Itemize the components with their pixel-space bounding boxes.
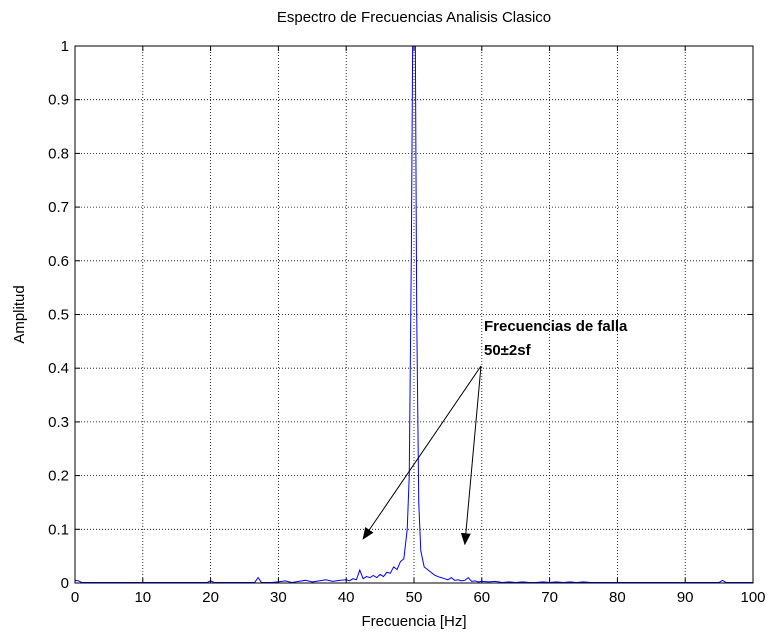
x-tick-label: 50 [406, 589, 423, 606]
y-tick-label: 0.4 [48, 360, 69, 377]
y-tick-labels: 0 0.1 0.2 0.3 0.4 0.5 0.6 0.7 0.8 0.9 1 [48, 38, 69, 592]
x-tick-label: 100 [740, 589, 765, 606]
y-tick-label: 0.7 [48, 199, 69, 216]
y-tick-label: 0.5 [48, 307, 69, 324]
y-tick-label: 0.2 [48, 468, 69, 485]
y-tick-label: 1 [61, 38, 69, 55]
y-axis-label: Amplitud [11, 285, 28, 343]
x-tick-label: 40 [338, 589, 355, 606]
x-tick-label: 60 [473, 589, 490, 606]
y-tick-label: 0.8 [48, 145, 69, 162]
grid-lines [75, 46, 753, 583]
y-tick-label: 0.1 [48, 521, 69, 538]
fault-frequency-annotation: Frecuencias de falla 50±2sf [362, 318, 628, 546]
x-axis-label: Frecuencia [Hz] [361, 613, 466, 630]
x-tick-label: 0 [71, 589, 79, 606]
annotation-arrow [460, 365, 482, 546]
x-tick-label: 80 [609, 589, 626, 606]
annotation-line-2: 50±2sf [484, 342, 532, 359]
y-tick-label: 0.6 [48, 253, 69, 270]
y-tick-label: 0.9 [48, 92, 69, 109]
y-tick-label: 0.3 [48, 414, 69, 431]
x-tick-label: 20 [202, 589, 219, 606]
x-tick-labels: 0 10 20 30 40 50 60 70 80 90 100 [71, 589, 766, 606]
x-tick-label: 30 [270, 589, 287, 606]
x-tick-label: 10 [134, 589, 151, 606]
tick-marks [74, 45, 754, 584]
x-tick-label: 70 [541, 589, 558, 606]
y-tick-label: 0 [61, 575, 69, 592]
annotation-arrow [362, 365, 482, 540]
x-tick-label: 90 [677, 589, 694, 606]
chart-title: Espectro de Frecuencias Analisis Clasico [277, 9, 551, 26]
annotation-line-1: Frecuencias de falla [484, 318, 628, 335]
